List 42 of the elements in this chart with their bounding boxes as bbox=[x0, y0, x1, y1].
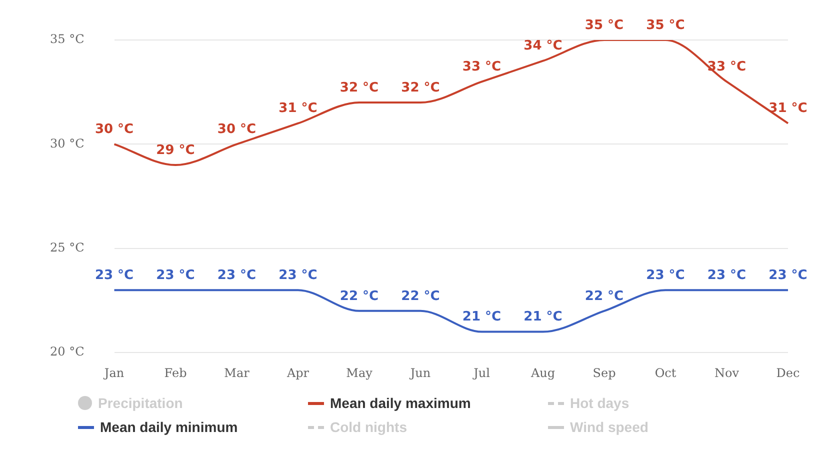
x-tick-label: Dec bbox=[776, 366, 800, 380]
data-label: 23 °C bbox=[646, 268, 685, 283]
data-label: 35 °C bbox=[646, 18, 685, 33]
x-tick-label: Feb bbox=[164, 366, 188, 380]
data-label: 23 °C bbox=[217, 268, 256, 283]
data-label: 30 °C bbox=[217, 122, 256, 138]
x-tick-label: Sep bbox=[592, 366, 616, 380]
data-label: 23 °C bbox=[707, 268, 746, 283]
y-tick-label: 35 °C bbox=[50, 32, 84, 46]
x-tick-label: May bbox=[346, 366, 373, 380]
y-tick-label: 25 °C bbox=[50, 240, 84, 255]
x-tick-label: Jun bbox=[408, 366, 431, 380]
data-label: 33 °C bbox=[707, 60, 746, 75]
y-tick-label: 20 °C bbox=[50, 344, 84, 359]
data-label: 23 °C bbox=[94, 268, 134, 283]
x-tick-label: Jul bbox=[472, 366, 490, 380]
data-label: 32 °C bbox=[401, 80, 440, 96]
data-label: 23 °C bbox=[278, 268, 318, 283]
data-label: 23 °C bbox=[768, 268, 808, 283]
x-tick-label: Nov bbox=[714, 366, 740, 380]
line-series bbox=[113, 40, 789, 166]
data-label: 32 °C bbox=[340, 80, 379, 96]
data-label: 33 °C bbox=[462, 60, 502, 75]
legend-label: Mean daily minimum bbox=[100, 419, 238, 435]
x-tick-label: Jan bbox=[102, 366, 124, 380]
data-label: 31 °C bbox=[278, 101, 318, 116]
data-label: 22 °C bbox=[340, 288, 379, 304]
data-label: 30 °C bbox=[94, 122, 134, 138]
data-label: 21 °C bbox=[524, 310, 562, 325]
legend-label: Mean daily maximum bbox=[330, 395, 471, 411]
x-tick-label: Aug bbox=[530, 366, 556, 380]
data-label: 22 °C bbox=[401, 288, 440, 304]
data-label: 23 °C bbox=[156, 268, 195, 283]
data-label: 21 °C bbox=[462, 310, 502, 325]
y-tick-label: 30 °C bbox=[50, 136, 84, 150]
data-label: 35 °C bbox=[584, 18, 624, 33]
data-label: 22 °C bbox=[584, 288, 624, 304]
data-label: 34 °C bbox=[524, 38, 562, 54]
x-tick-label: Apr bbox=[286, 366, 310, 380]
x-tick-label: Mar bbox=[224, 366, 250, 380]
data-label: 29 °C bbox=[156, 142, 195, 158]
x-tick-label: Oct bbox=[654, 366, 676, 380]
